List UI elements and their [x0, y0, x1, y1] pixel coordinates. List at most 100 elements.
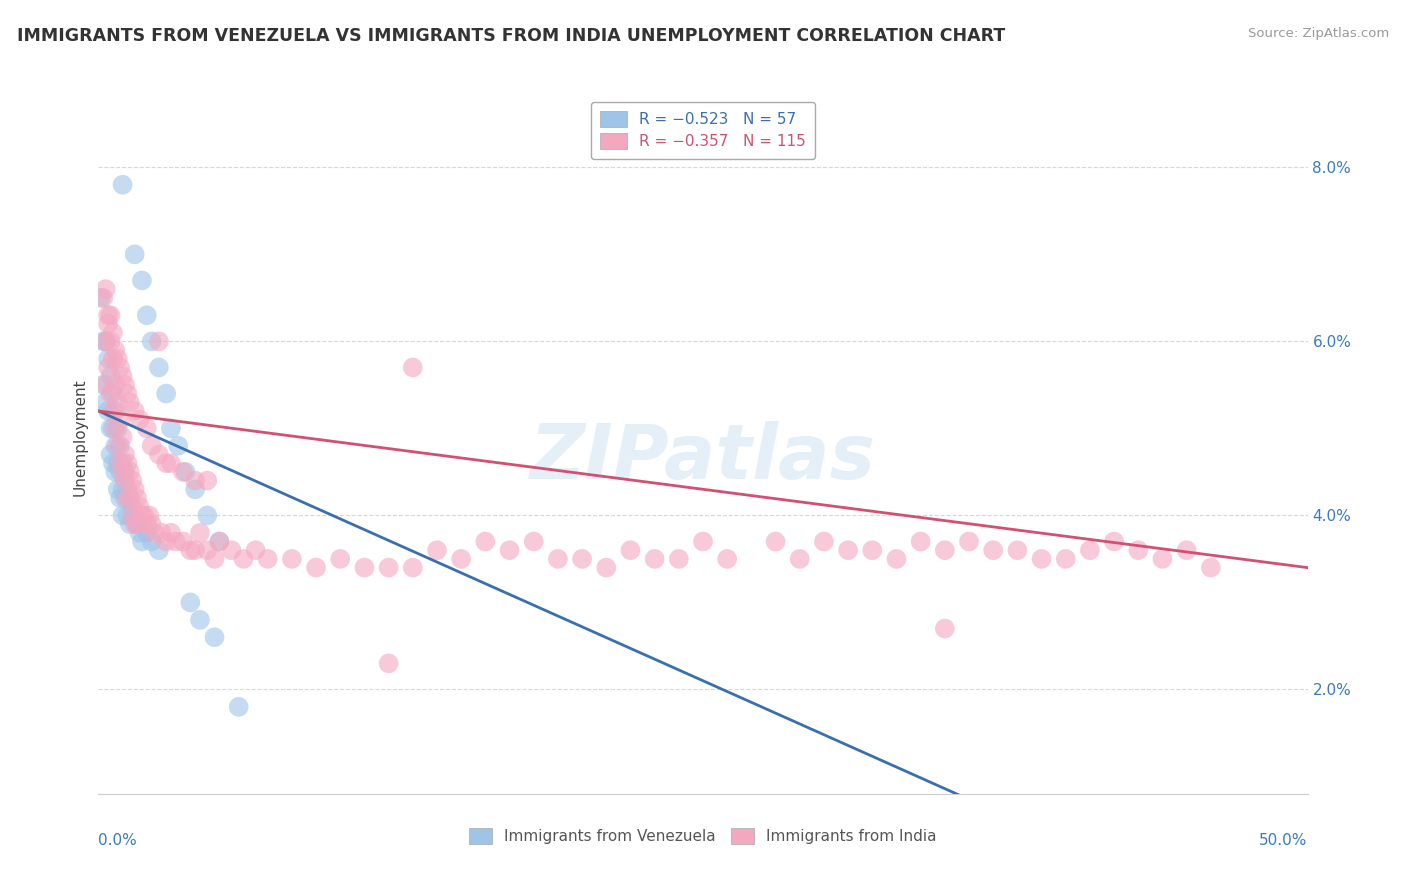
Point: [111, 369, 134, 384]
Point: [97, 360, 120, 375]
Point: [97, 351, 120, 366]
Point: [94, 377, 117, 392]
Point: [402, 560, 425, 574]
Point: [117, 491, 139, 505]
Point: [184, 474, 207, 488]
Point: [1128, 543, 1150, 558]
Point: [204, 630, 226, 644]
Point: [934, 622, 956, 636]
Point: [188, 525, 211, 540]
Point: [172, 534, 194, 549]
Point: [228, 699, 250, 714]
Point: [121, 474, 143, 488]
Point: [160, 525, 183, 540]
Point: [111, 465, 134, 479]
Point: [114, 465, 136, 479]
Point: [135, 525, 157, 540]
Point: [114, 491, 136, 505]
Point: [100, 421, 122, 435]
Point: [402, 360, 425, 375]
Point: [179, 543, 201, 558]
Point: [148, 543, 170, 558]
Point: [91, 334, 114, 349]
Point: [174, 465, 197, 479]
Point: [195, 543, 218, 558]
Point: [104, 421, 127, 435]
Point: [104, 439, 127, 453]
Point: [353, 560, 375, 574]
Point: [107, 421, 129, 435]
Point: [135, 308, 157, 322]
Point: [91, 291, 114, 305]
Point: [692, 534, 714, 549]
Point: [184, 543, 207, 558]
Legend: Immigrants from Venezuela, Immigrants from India: Immigrants from Venezuela, Immigrants fr…: [463, 822, 943, 850]
Point: [108, 456, 131, 470]
Point: [172, 465, 194, 479]
Point: [114, 377, 136, 392]
Point: [450, 552, 472, 566]
Point: [121, 508, 143, 523]
Point: [128, 525, 150, 540]
Point: [957, 534, 980, 549]
Point: [377, 560, 399, 574]
Point: [111, 178, 134, 192]
Point: [118, 491, 141, 505]
Point: [108, 360, 131, 375]
Point: [668, 552, 690, 566]
Point: [135, 517, 157, 532]
Point: [94, 334, 117, 349]
Point: [117, 386, 139, 401]
Point: [94, 282, 117, 296]
Point: [118, 395, 141, 409]
Text: Source: ZipAtlas.com: Source: ZipAtlas.com: [1249, 27, 1389, 40]
Point: [101, 351, 124, 366]
Point: [1078, 543, 1101, 558]
Point: [789, 552, 811, 566]
Point: [141, 534, 163, 549]
Point: [141, 517, 163, 532]
Point: [114, 474, 136, 488]
Point: [108, 465, 131, 479]
Point: [90, 291, 112, 305]
Point: [329, 552, 352, 566]
Point: [131, 534, 153, 549]
Point: [155, 386, 177, 401]
Point: [101, 421, 124, 435]
Point: [188, 613, 211, 627]
Point: [1199, 560, 1222, 574]
Point: [117, 456, 139, 470]
Point: [111, 430, 134, 444]
Point: [547, 552, 569, 566]
Point: [523, 534, 546, 549]
Point: [910, 534, 932, 549]
Point: [111, 508, 134, 523]
Point: [160, 456, 183, 470]
Point: [124, 483, 146, 497]
Point: [155, 456, 177, 470]
Point: [104, 465, 127, 479]
Point: [131, 508, 153, 523]
Point: [124, 247, 146, 261]
Point: [155, 534, 177, 549]
Point: [117, 483, 139, 497]
Point: [204, 552, 226, 566]
Text: ZIPatlas: ZIPatlas: [530, 422, 876, 495]
Point: [107, 351, 129, 366]
Point: [1031, 552, 1053, 566]
Point: [107, 456, 129, 470]
Point: [143, 525, 166, 540]
Point: [97, 317, 120, 331]
Point: [934, 543, 956, 558]
Point: [128, 412, 150, 426]
Point: [221, 543, 243, 558]
Point: [104, 343, 127, 357]
Point: [127, 517, 149, 532]
Point: [1102, 534, 1125, 549]
Point: [148, 334, 170, 349]
Point: [179, 595, 201, 609]
Point: [245, 543, 267, 558]
Point: [97, 308, 120, 322]
Point: [108, 412, 131, 426]
Point: [108, 439, 131, 453]
